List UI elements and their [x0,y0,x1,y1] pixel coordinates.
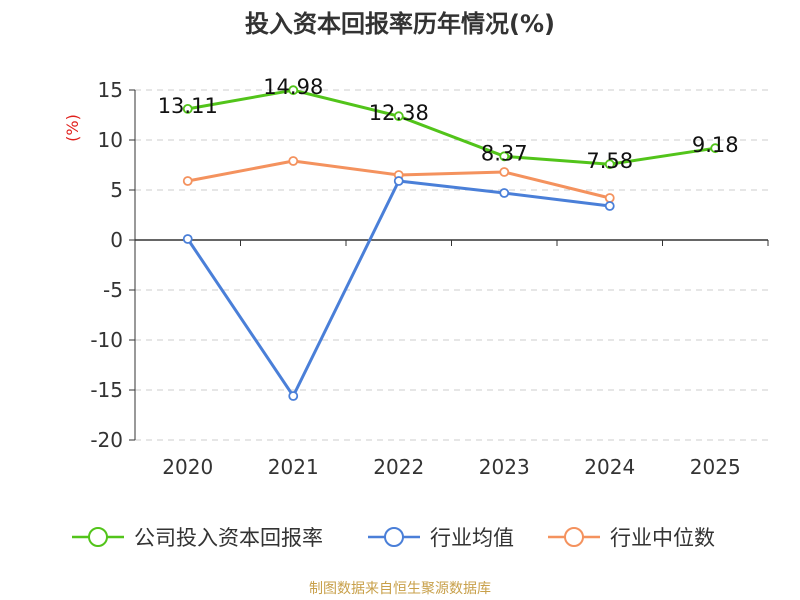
legend-swatch-marker [88,527,108,547]
y-tick-label: 5 [110,178,123,202]
chart-title: 投入资本回报率历年情况(%) [245,10,555,38]
x-tick-label: 2020 [162,455,213,479]
data-point [604,201,615,211]
data-point [182,234,193,244]
y-tick-label: 10 [98,128,123,152]
grid-lines [135,89,768,441]
data-point [182,176,193,186]
legend-item[interactable]: 行业中位数 [548,526,715,550]
data-label: 7.58 [586,149,633,173]
x-tick-label: 2024 [584,455,635,479]
series-lines [182,85,721,401]
legend-label: 公司投入资本回报率 [134,526,323,550]
data-point [499,188,510,198]
data-label: 8.37 [481,141,528,165]
y-axis-unit: (%) [63,114,82,142]
data-point [393,111,404,122]
legend-item[interactable]: 公司投入资本回报率 [72,526,323,550]
legend-swatch-marker [384,527,404,547]
x-tick-label: 2021 [268,455,319,479]
series-line [187,88,716,166]
data-point [604,193,615,203]
data-point [499,167,510,177]
x-tick-label: 2025 [690,455,741,479]
y-tick-label: -5 [103,278,123,302]
y-tick-label: -20 [90,428,123,452]
series-line [186,179,610,398]
legend: 公司投入资本回报率 行业均值 行业中位数 [72,526,715,550]
data-labels: 13.11 14.98 12.38 8.37 7.58 9.18 [158,75,739,173]
y-tick-label: 15 [98,78,123,102]
data-source-note: 制图数据来自恒生聚源数据库 [309,581,491,597]
legend-swatch-marker [564,527,584,547]
y-tick-label: -10 [90,328,123,352]
data-point [499,151,510,162]
data-label: 12.38 [369,101,429,125]
x-tick-label: 2023 [479,455,530,479]
data-label: 9.18 [692,133,739,157]
data-point [393,176,404,186]
x-tick-label: 2022 [373,455,424,479]
legend-label: 行业中位数 [610,526,715,550]
data-point [288,85,299,96]
y-tick-label: -15 [90,378,123,402]
data-label: 13.11 [158,94,218,118]
axes: 15 10 5 0 -5 -10 -15 -20 2020 2021 2022 2023 2024 202… [90,78,769,479]
y-tick-label: 0 [110,228,123,252]
data-point [710,143,721,154]
legend-label: 行业均值 [430,526,514,550]
data-point [182,104,193,114]
data-point [288,156,299,166]
data-label: 14.98 [263,75,323,99]
data-point [604,159,615,170]
legend-item[interactable]: 行业均值 [368,526,514,550]
data-point [288,391,299,401]
